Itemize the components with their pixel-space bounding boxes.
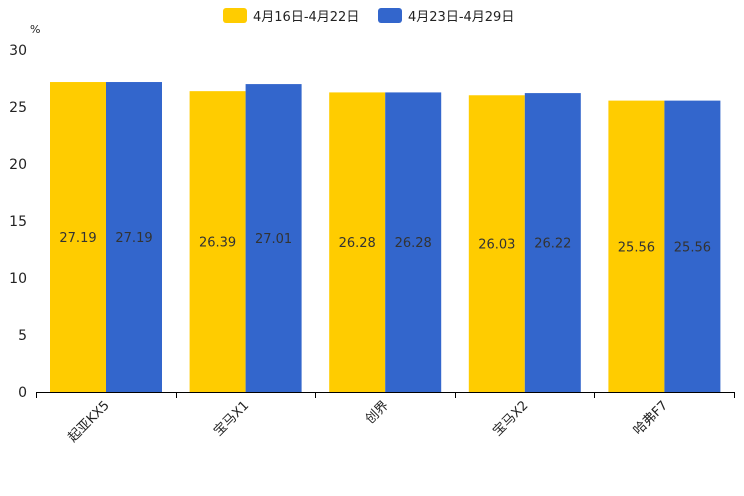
- y-tick-label: 30: [9, 43, 27, 59]
- data-label: 25.56: [674, 240, 711, 255]
- data-label: 26.22: [534, 237, 571, 252]
- bar: [329, 92, 386, 393]
- x-tick-label: 哈弗F7: [631, 398, 671, 438]
- legend-label: 4月23日-4月29日: [408, 10, 514, 25]
- legend-label: 4月16日-4月22日: [253, 10, 359, 25]
- data-label: 26.28: [339, 236, 376, 251]
- legend: 4月16日-4月22日 4月23日-4月29日: [223, 8, 514, 25]
- y-axis: 0 5 10 15 20 25 30: [9, 43, 27, 401]
- plot-area: 27.19 27.19 26.39 27.01 26.28 26.28 26.03 26.22…: [50, 82, 721, 393]
- x-tick-label: 宝马X1: [211, 398, 252, 439]
- y-tick-label: 10: [9, 271, 27, 287]
- bar: [50, 82, 106, 392]
- y-tick-label: 5: [18, 328, 27, 344]
- legend-swatch: [223, 8, 247, 23]
- x-tick-label: 宝马X2: [490, 398, 531, 439]
- y-tick-label: 15: [9, 214, 27, 230]
- y-tick-label: 20: [9, 157, 27, 173]
- x-axis: 起亚KX5 宝马X1 创界 宝马X2 哈弗F7: [36, 392, 735, 445]
- legend-swatch: [378, 8, 402, 23]
- data-label: 25.56: [618, 240, 655, 255]
- data-label: 26.03: [478, 238, 515, 253]
- y-tick-label: 0: [18, 385, 27, 401]
- x-tick-label: 创界: [363, 398, 392, 427]
- data-label: 27.19: [59, 231, 96, 246]
- bar: [245, 84, 302, 392]
- bar: [608, 100, 665, 392]
- bar: [524, 93, 581, 392]
- data-label: 27.19: [115, 231, 152, 246]
- y-axis-unit-label: %: [30, 23, 40, 36]
- x-tick-label: 起亚KX5: [65, 398, 112, 445]
- bar: [468, 95, 525, 393]
- bar: [106, 82, 162, 392]
- bar: [189, 91, 246, 393]
- data-label: 26.28: [395, 236, 432, 251]
- data-label: 27.01: [255, 232, 292, 247]
- data-label: 26.39: [199, 236, 236, 251]
- bar: [385, 92, 442, 393]
- y-tick-label: 25: [9, 100, 27, 116]
- bar: [664, 100, 721, 392]
